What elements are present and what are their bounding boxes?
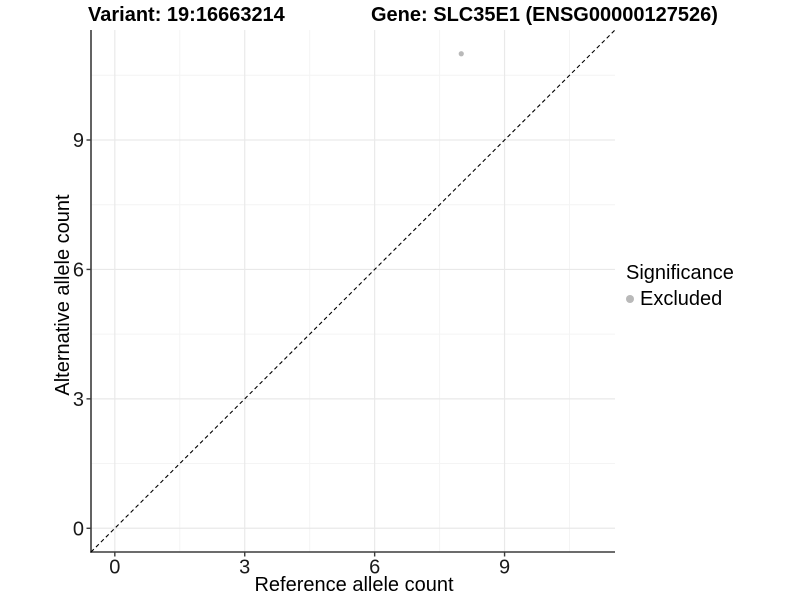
- plot-title-variant: Variant: 19:16663214: [88, 4, 285, 26]
- legend-entry-label: Excluded: [640, 288, 723, 310]
- y-axis-title: Alternative allele count: [52, 194, 74, 396]
- x-axis-title: Reference allele count: [254, 574, 454, 596]
- y-tick-label: 0: [73, 518, 84, 540]
- excluded-point-icon: [626, 295, 634, 303]
- legend-title: Significance: [626, 262, 734, 284]
- x-tick-label: 0: [109, 557, 120, 579]
- y-tick-label: 6: [73, 259, 84, 281]
- x-tick-label: 3: [239, 557, 250, 579]
- plot-title-gene: Gene: SLC35E1 (ENSG00000127526): [371, 4, 718, 26]
- x-tick-label: 9: [499, 557, 510, 579]
- legend-entry-excluded: Excluded: [626, 287, 734, 311]
- identity-reference-line: [90, 29, 616, 553]
- y-tick-label: 9: [73, 130, 84, 152]
- data-point: [458, 51, 464, 57]
- x-tick-label: 6: [369, 557, 380, 579]
- legend: Significance Excluded: [626, 261, 734, 311]
- y-tick-label: 3: [73, 389, 84, 411]
